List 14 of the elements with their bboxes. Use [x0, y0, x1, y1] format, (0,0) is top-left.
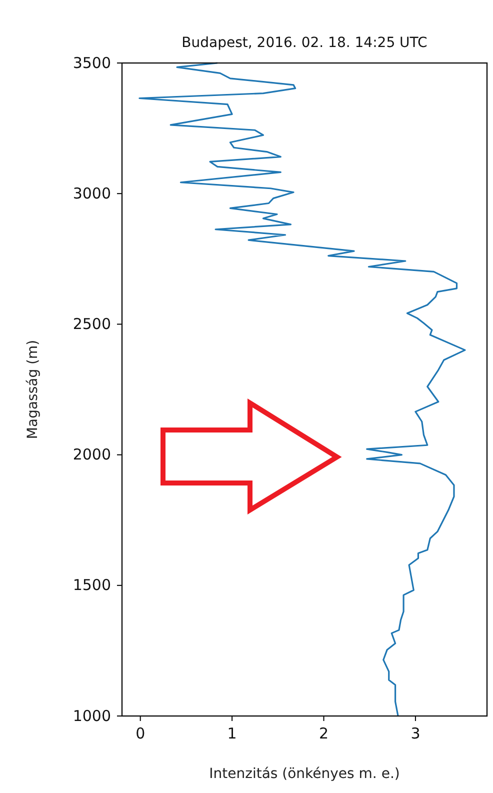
x-tick-label: 3 — [410, 724, 420, 743]
x-tick-label: 0 — [136, 724, 146, 743]
y-tick-label: 2500 — [72, 315, 111, 333]
y-tick-label: 3500 — [72, 54, 111, 72]
y-axis-title: Magasság (m) — [25, 340, 41, 440]
x-tick-label: 2 — [318, 724, 329, 743]
x-tick-label: 1 — [227, 724, 237, 743]
y-tick-label: 2000 — [72, 446, 111, 464]
line-series — [138, 62, 466, 717]
y-tick-label: 1500 — [72, 576, 111, 594]
y-tick-label: 1000 — [72, 706, 111, 725]
y-tick-label: 3000 — [72, 184, 111, 202]
x-axis-title: Intenzitás (önkényes m. e.) — [209, 766, 400, 782]
chart-title: Budapest, 2016. 02. 18. 14:25 UTC — [182, 35, 428, 51]
